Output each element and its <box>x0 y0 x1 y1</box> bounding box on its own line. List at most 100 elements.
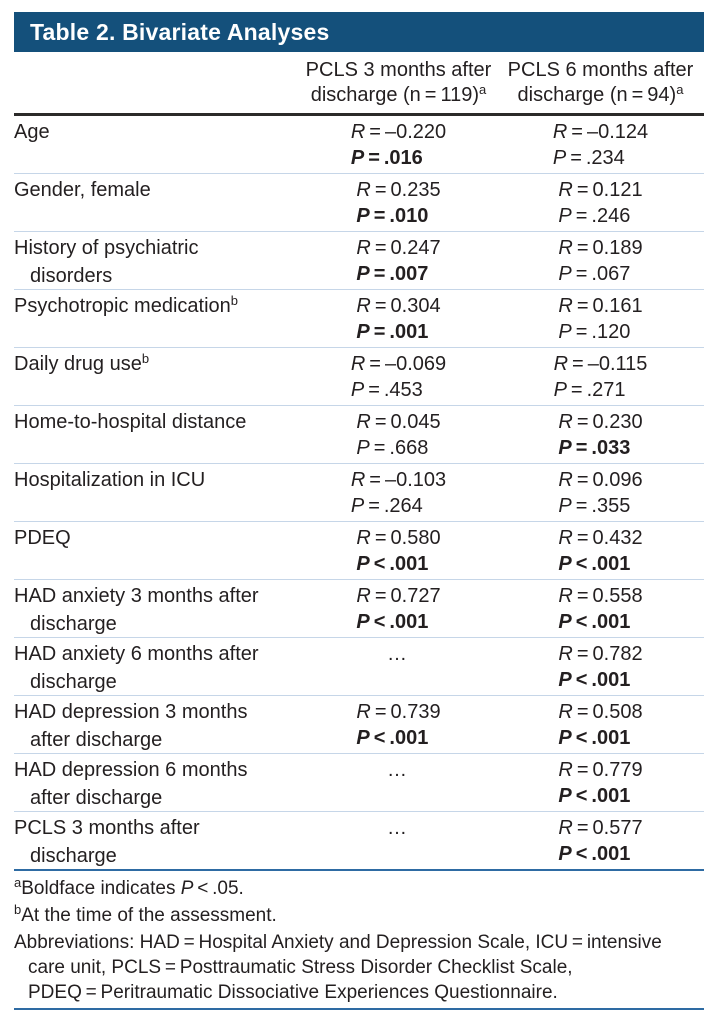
table-row-pdeq: PDEQ R = 0.580 P < .001 R = 0.432 P < .001 <box>14 522 704 580</box>
table-title: Table 2. Bivariate Analyses <box>30 18 330 45</box>
row-label-line2: after discharge <box>30 787 163 809</box>
p-value: P = .271 <box>553 379 626 401</box>
row-label: HAD anxiety 6 months after <box>14 643 259 665</box>
bottom-rule <box>14 1008 704 1010</box>
p-value: P = .355 <box>558 495 631 517</box>
table-row-home-hospital-distance: Home-to-hospital distance R = 0.045 P = .… <box>14 406 704 464</box>
table-row-gender: Gender, female R = 0.235 P = .010 R = 0.1… <box>14 174 704 232</box>
r-value: R = 0.161 <box>558 295 643 317</box>
r-value: R = –0.103 <box>350 469 447 491</box>
r-value: R = –0.124 <box>552 121 649 143</box>
r-value: R = 0.577 <box>558 817 643 839</box>
table-row-psychotropic-medication: Psychotropic medicationb R = 0.304 P = .0… <box>14 290 704 348</box>
row-label-line2: discharge <box>30 845 117 867</box>
r-value: R = –0.069 <box>350 353 447 375</box>
r-value: R = 0.045 <box>356 411 441 433</box>
r-value: … <box>387 815 410 841</box>
row-label: Gender, female <box>14 179 151 201</box>
table-row-had-depression-6mo: HAD depression 6 months after discharge …… <box>14 754 704 812</box>
table: PCLS 3 months after discharge (n = 119)a… <box>14 52 704 869</box>
p-value: P = .120 <box>558 321 631 343</box>
row-label: Hospitalization in ICU <box>14 469 206 491</box>
row-label: PDEQ <box>14 527 71 549</box>
abbreviations-line: PDEQ = Peritraumatic Dissociative Experi… <box>28 982 558 1003</box>
r-value: R = 0.739 <box>356 701 441 723</box>
p-value: P = .453 <box>350 379 423 401</box>
footnote-a: aBoldface indicates P < .05. <box>14 875 244 899</box>
abbreviations: Abbreviations: HAD = Hospital Anxiety an… <box>14 930 704 1005</box>
r-value: R = 0.247 <box>356 237 441 259</box>
p-value: P = .001 <box>356 321 429 343</box>
footnote-b: bAt the time of the assessment. <box>14 902 277 926</box>
r-value: R = 0.096 <box>558 469 643 491</box>
table-header-row: PCLS 3 months after discharge (n = 119)a… <box>14 52 704 116</box>
table-body: Age R = –0.220 P = .016 R = –0.124 P = .23… <box>14 116 704 869</box>
abbreviations-line: care unit, PCLS = Posttraumatic Stress D… <box>28 957 573 978</box>
row-label-line2: after discharge <box>30 729 163 751</box>
column-header-pcls-6mo: PCLS 6 months after discharge (n = 94)a <box>507 59 694 106</box>
r-value: R = 0.235 <box>356 179 441 201</box>
r-value: R = 0.558 <box>558 585 643 607</box>
row-label-line2: disorders <box>30 265 113 287</box>
row-label: HAD anxiety 3 months after <box>14 585 259 607</box>
no-data-ellipsis: … <box>387 759 410 781</box>
r-value: R = 0.782 <box>558 643 643 665</box>
r-value: … <box>387 757 410 783</box>
row-label: Daily drug use <box>14 353 142 375</box>
r-value: R = 0.580 <box>356 527 441 549</box>
r-value: R = –0.220 <box>350 121 447 143</box>
table-row-psych-history: History of psychiatric disorders R = 0.24… <box>14 232 704 290</box>
p-value: P = .033 <box>558 437 631 459</box>
r-value: R = 0.121 <box>558 179 643 201</box>
p-value: P < .001 <box>558 843 631 865</box>
row-label: HAD depression 6 months <box>14 759 248 781</box>
row-label: Psychotropic medication <box>14 295 231 317</box>
p-value: P < .001 <box>356 611 429 633</box>
r-value: R = 0.779 <box>558 759 643 781</box>
table-title-band: Table 2. Bivariate Analyses <box>14 12 704 52</box>
p-value: P < .001 <box>558 785 631 807</box>
p-value: P = .234 <box>552 147 625 169</box>
p-value: P < .001 <box>558 611 631 633</box>
p-value: P < .001 <box>356 727 429 749</box>
p-value: P = .007 <box>356 263 429 285</box>
r-value: R = 0.508 <box>558 701 643 723</box>
footnote-marker-b: b <box>230 293 239 308</box>
footnote-marker-b: b <box>141 351 150 366</box>
table-footnotes: aBoldface indicates P < .05. bAt the tim… <box>14 869 704 1005</box>
p-value: P < .001 <box>558 727 631 749</box>
row-label: Home-to-hospital distance <box>14 411 247 433</box>
p-value: P < .001 <box>356 553 429 575</box>
p-value: P = .264 <box>350 495 423 517</box>
no-data-ellipsis: … <box>387 643 410 665</box>
row-label: History of psychiatric <box>14 237 199 259</box>
r-value: … <box>387 641 410 667</box>
row-label-line2: discharge <box>30 671 117 693</box>
row-label: HAD depression 3 months <box>14 701 248 723</box>
r-value: R = 0.727 <box>356 585 441 607</box>
footnote-marker-a: a <box>14 875 22 890</box>
p-value: P < .001 <box>558 669 631 691</box>
p-value: P < .001 <box>558 553 631 575</box>
p-value: P = .668 <box>356 437 429 459</box>
footnote-marker-b: b <box>14 902 22 917</box>
column-header-pcls-3mo: PCLS 3 months after discharge (n = 119)a <box>305 59 492 106</box>
table-row-had-anxiety-6mo: HAD anxiety 6 months after discharge … R … <box>14 638 704 696</box>
footnote-marker-a: a <box>676 82 684 97</box>
row-label: Age <box>14 121 50 143</box>
table-row-age: Age R = –0.220 P = .016 R = –0.124 P = .23… <box>14 116 704 174</box>
table-row-had-depression-3mo: HAD depression 3 months after discharge R… <box>14 696 704 754</box>
footnote-marker-a: a <box>479 82 487 97</box>
p-value: P = .010 <box>356 205 429 227</box>
abbreviations-line: Abbreviations: HAD = Hospital Anxiety an… <box>14 932 662 953</box>
no-data-ellipsis: … <box>387 817 410 839</box>
r-value: R = 0.432 <box>558 527 643 549</box>
p-value: P = .246 <box>558 205 631 227</box>
table-row-icu: Hospitalization in ICU R = –0.103 P = .26… <box>14 464 704 522</box>
table-row-daily-drug-use: Daily drug useb R = –0.069 P = .453 R = –… <box>14 348 704 406</box>
row-label: PCLS 3 months after <box>14 817 200 839</box>
r-value: R = 0.189 <box>558 237 643 259</box>
column-header-variable <box>14 58 300 109</box>
table-row-had-anxiety-3mo: HAD anxiety 3 months after discharge R = … <box>14 580 704 638</box>
